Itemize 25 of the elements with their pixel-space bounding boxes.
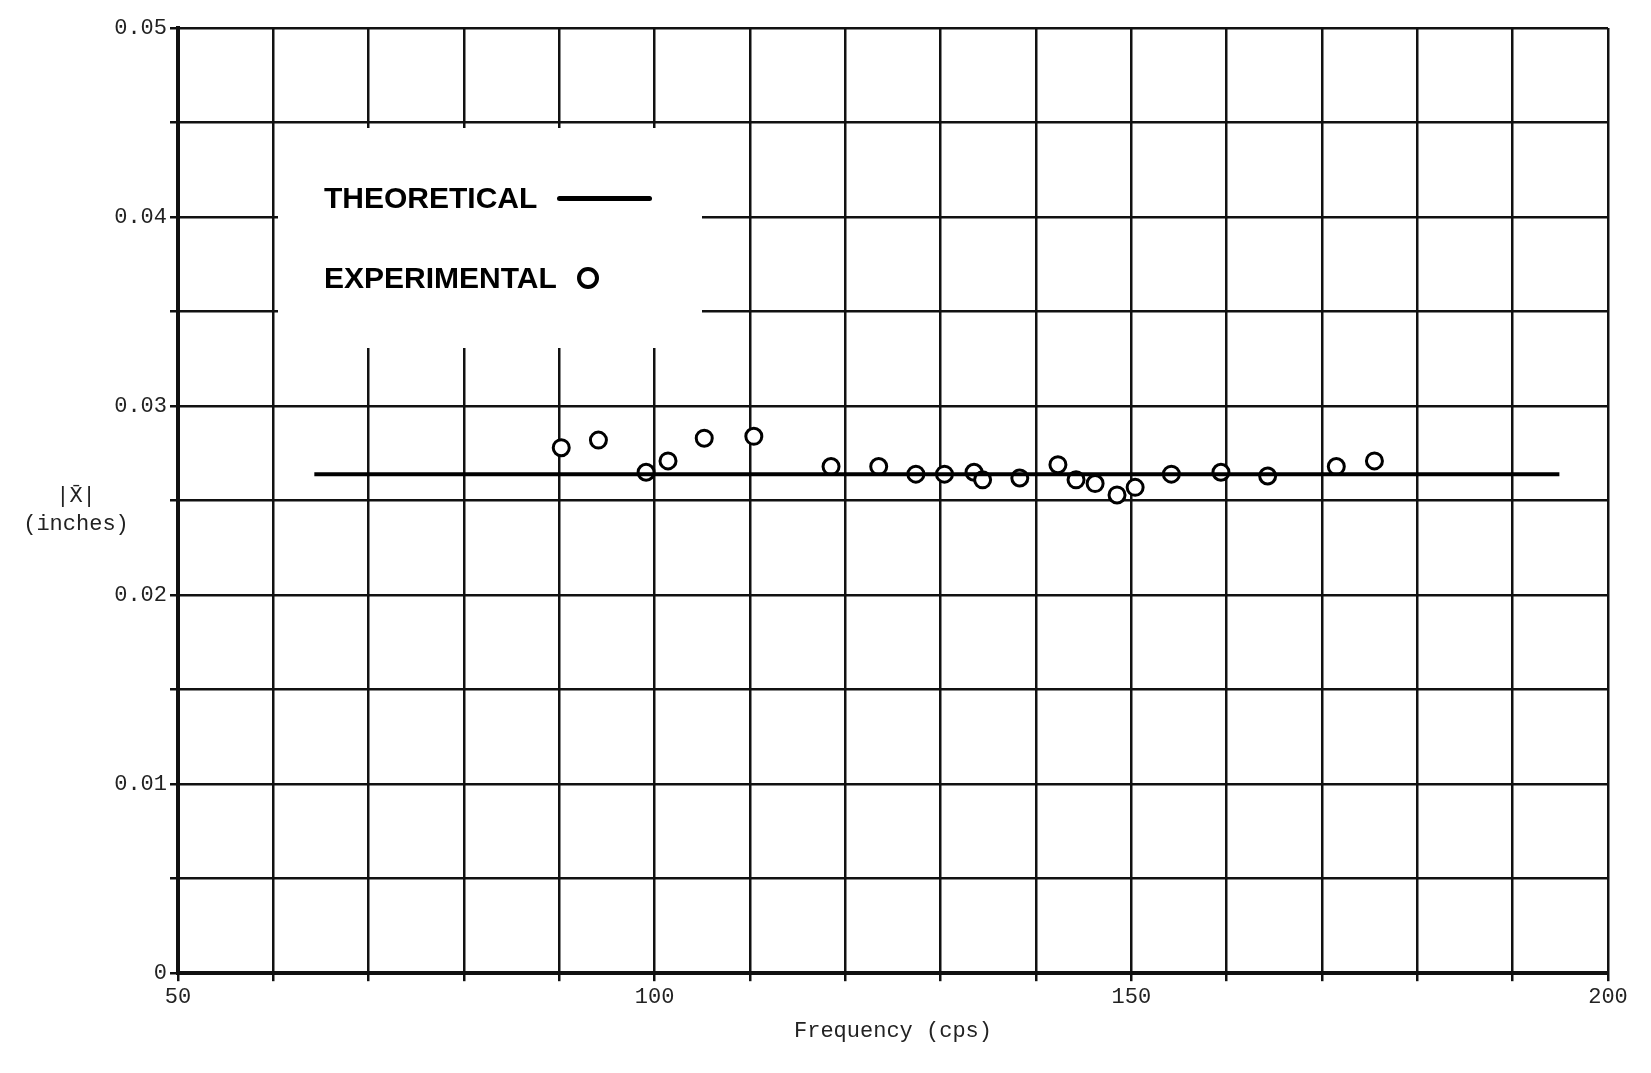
- x-tick-label: 50: [164, 985, 192, 1011]
- x-tick-label: 200: [1588, 985, 1628, 1011]
- x-tick-label: 100: [634, 985, 675, 1011]
- point: [551, 438, 571, 458]
- x-tick-label: 150: [1111, 985, 1152, 1011]
- y-tick-label: 0.01: [114, 771, 167, 797]
- point: [1107, 485, 1127, 505]
- legend: THEORETICAL EXPERIMENTAL: [278, 128, 703, 348]
- point: [694, 428, 714, 448]
- legend-label: THEORETICAL: [324, 181, 538, 215]
- y-tick-label: 0: [153, 961, 167, 987]
- point: [1125, 477, 1145, 497]
- y-axis-title: |X̄| (inches): [23, 483, 129, 538]
- legend-label: EXPERIMENTAL: [324, 261, 557, 295]
- point: [658, 451, 678, 471]
- point: [1048, 455, 1068, 475]
- y-tick-label: 0.04: [114, 204, 167, 230]
- point: [588, 430, 608, 450]
- point: [1364, 451, 1384, 471]
- y-tick-label: 0.05: [114, 15, 167, 41]
- point: [1085, 474, 1105, 494]
- point: [744, 426, 764, 446]
- x-axis-title: Frequency (cps): [793, 1018, 993, 1044]
- y-tick-label: 0.02: [114, 582, 167, 608]
- y-tick-label: 0.03: [114, 393, 167, 419]
